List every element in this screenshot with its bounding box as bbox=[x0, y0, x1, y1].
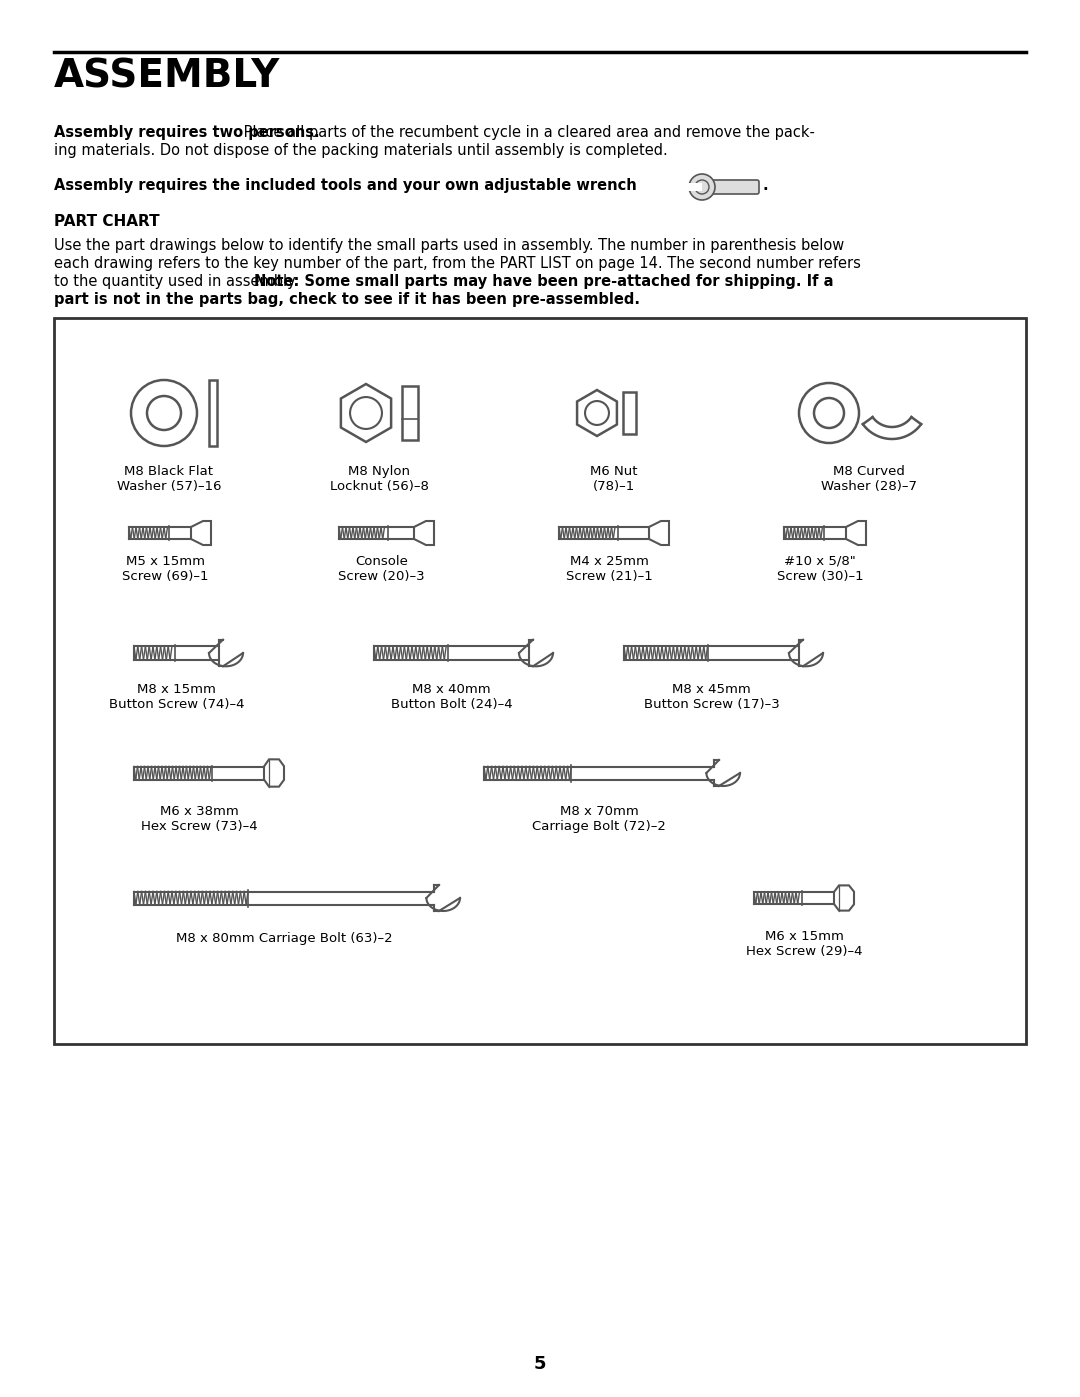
Text: M6 x 15mm
Hex Screw (29)–4: M6 x 15mm Hex Screw (29)–4 bbox=[746, 930, 862, 958]
Text: M8 x 40mm
Button Bolt (24)–4: M8 x 40mm Button Bolt (24)–4 bbox=[391, 683, 512, 711]
Circle shape bbox=[696, 180, 708, 194]
Text: M8 Nylon
Locknut (56)–8: M8 Nylon Locknut (56)–8 bbox=[329, 465, 429, 493]
Text: part is not in the parts bag, check to see if it has been pre-assembled.: part is not in the parts bag, check to s… bbox=[54, 292, 640, 307]
Bar bbox=[686, 183, 702, 191]
Text: ASSEMBLY: ASSEMBLY bbox=[54, 59, 280, 96]
Bar bbox=[402, 386, 418, 440]
Text: Use the part drawings below to identify the small parts used in assembly. The nu: Use the part drawings below to identify … bbox=[54, 237, 845, 253]
Text: Place all parts of the recumbent cycle in a cleared area and remove the pack-: Place all parts of the recumbent cycle i… bbox=[240, 124, 815, 140]
Text: 5: 5 bbox=[534, 1355, 546, 1373]
FancyBboxPatch shape bbox=[703, 180, 759, 194]
Text: PART CHART: PART CHART bbox=[54, 214, 160, 229]
Text: M4 x 25mm
Screw (21)–1: M4 x 25mm Screw (21)–1 bbox=[566, 555, 652, 583]
Text: #10 x 5/8"
Screw (30)–1: #10 x 5/8" Screw (30)–1 bbox=[777, 555, 863, 583]
Text: to the quantity used in assembly.: to the quantity used in assembly. bbox=[54, 274, 303, 289]
Text: ing materials. Do not dispose of the packing materials until assembly is complet: ing materials. Do not dispose of the pac… bbox=[54, 142, 667, 158]
Text: M8 x 80mm Carriage Bolt (63)–2: M8 x 80mm Carriage Bolt (63)–2 bbox=[176, 932, 392, 944]
Text: M8 Black Flat
Washer (57)–16: M8 Black Flat Washer (57)–16 bbox=[117, 465, 221, 493]
Bar bbox=[210, 380, 217, 446]
Text: Console
Screw (20)–3: Console Screw (20)–3 bbox=[338, 555, 424, 583]
Text: M8 x 70mm
Carriage Bolt (72)–2: M8 x 70mm Carriage Bolt (72)–2 bbox=[532, 805, 666, 833]
Text: M5 x 15mm
Screw (69)–1: M5 x 15mm Screw (69)–1 bbox=[122, 555, 208, 583]
Circle shape bbox=[689, 175, 715, 200]
Text: Note: Some small parts may have been pre-attached for shipping. If a: Note: Some small parts may have been pre… bbox=[254, 274, 834, 289]
Text: .: . bbox=[762, 177, 768, 193]
Text: each drawing refers to the key number of the part, from the PART LIST on page 14: each drawing refers to the key number of… bbox=[54, 256, 861, 271]
Bar bbox=[623, 391, 636, 434]
Text: Assembly requires two persons.: Assembly requires two persons. bbox=[54, 124, 320, 140]
Bar bbox=[54, 319, 1026, 1044]
Text: M8 Curved
Washer (28)–7: M8 Curved Washer (28)–7 bbox=[821, 465, 917, 493]
Text: M6 x 38mm
Hex Screw (73)–4: M6 x 38mm Hex Screw (73)–4 bbox=[140, 805, 257, 833]
Text: Assembly requires the included tools and your own adjustable wrench: Assembly requires the included tools and… bbox=[54, 177, 637, 193]
Text: M6 Nut
(78)–1: M6 Nut (78)–1 bbox=[591, 465, 638, 493]
Text: M8 x 15mm
Button Screw (74)–4: M8 x 15mm Button Screw (74)–4 bbox=[109, 683, 244, 711]
Text: M8 x 45mm
Button Screw (17)–3: M8 x 45mm Button Screw (17)–3 bbox=[644, 683, 780, 711]
